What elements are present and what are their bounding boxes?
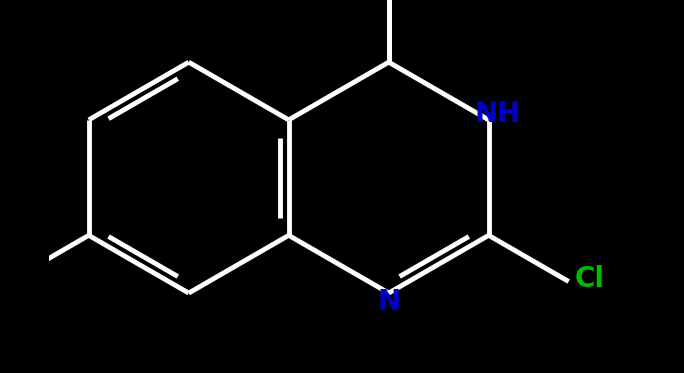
Text: NH: NH — [475, 100, 521, 128]
Text: N: N — [377, 288, 400, 316]
Text: Cl: Cl — [0, 265, 3, 293]
Text: Cl: Cl — [575, 265, 605, 293]
